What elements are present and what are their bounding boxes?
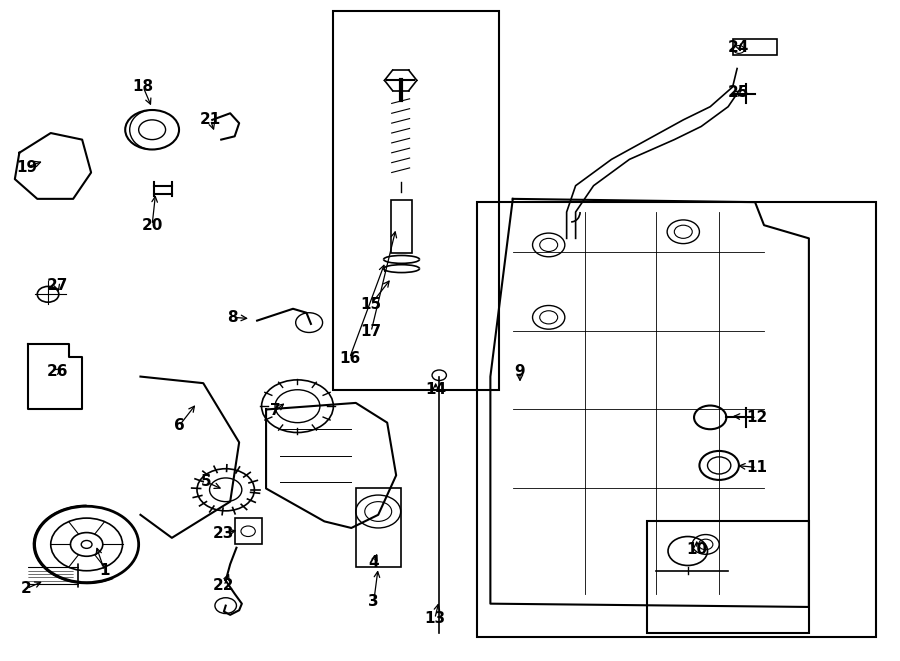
Text: 7: 7	[270, 403, 281, 418]
Text: 2: 2	[21, 581, 32, 596]
Text: 14: 14	[425, 382, 446, 397]
Bar	[391, 200, 412, 253]
Text: 24: 24	[728, 40, 750, 55]
Text: 25: 25	[728, 85, 750, 100]
Text: 12: 12	[746, 410, 768, 425]
Text: 16: 16	[339, 350, 360, 366]
Text: 15: 15	[361, 297, 382, 312]
Bar	[356, 488, 400, 567]
Text: 18: 18	[132, 79, 154, 95]
Text: 19: 19	[16, 160, 37, 175]
Text: 3: 3	[368, 594, 379, 609]
Text: 27: 27	[46, 278, 68, 293]
Bar	[647, 522, 809, 633]
Bar	[477, 202, 877, 637]
Bar	[733, 39, 778, 56]
Text: 20: 20	[141, 217, 163, 233]
Text: 22: 22	[213, 578, 235, 594]
Text: 17: 17	[361, 325, 382, 339]
Text: 23: 23	[213, 525, 235, 541]
Bar	[235, 518, 262, 545]
Text: 8: 8	[228, 310, 238, 325]
Text: 10: 10	[686, 541, 707, 557]
Text: 26: 26	[46, 364, 68, 379]
Text: 1: 1	[99, 563, 110, 578]
Text: 5: 5	[201, 475, 212, 489]
Text: 13: 13	[424, 611, 446, 627]
Text: 11: 11	[746, 460, 768, 475]
Text: 9: 9	[515, 364, 526, 379]
Bar	[333, 11, 500, 390]
Text: 6: 6	[174, 418, 184, 434]
Text: 21: 21	[200, 112, 221, 128]
Text: 4: 4	[368, 555, 379, 570]
